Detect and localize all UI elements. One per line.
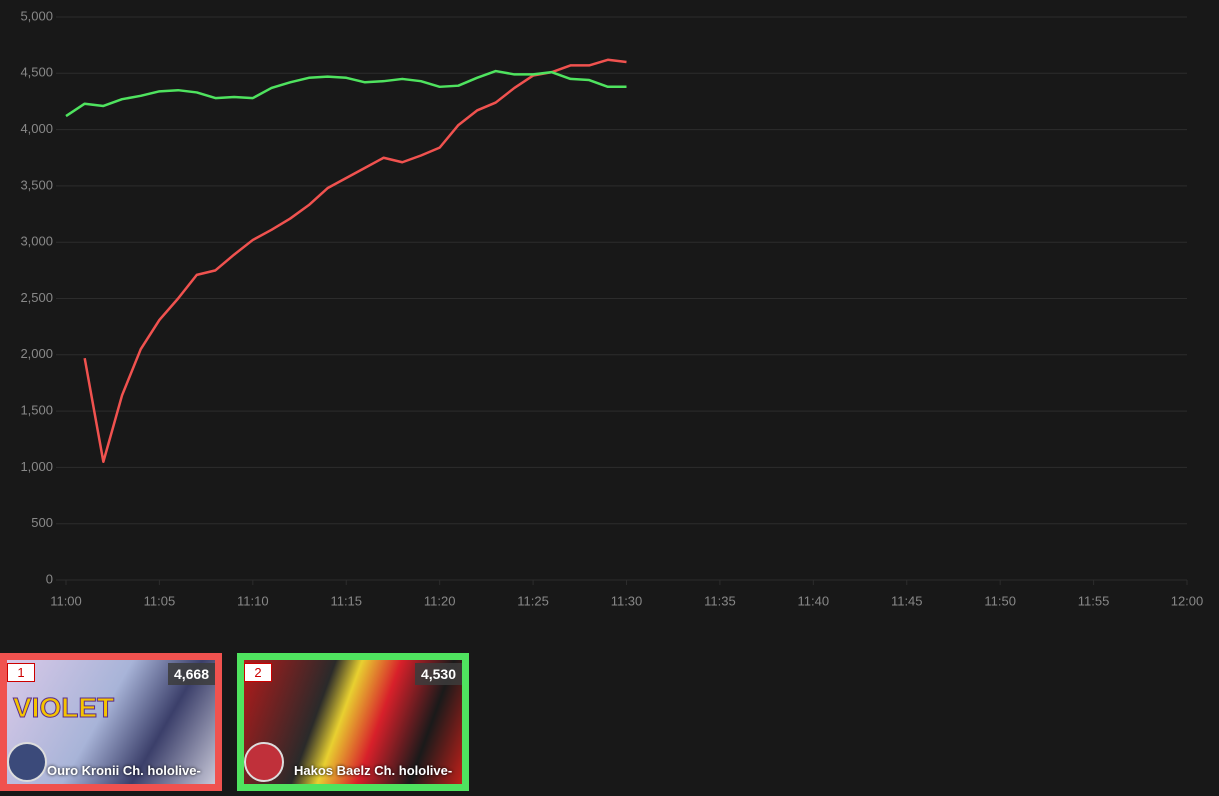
chart: 0 500 1,000 1,500 2,000 2,500 3,000 3,500 4,000 4… — [20, 8, 1204, 608]
x-tick-label: 11:50 — [984, 593, 1016, 608]
y-tick-label: 5,000 — [20, 8, 53, 23]
x-tick-label: 11:45 — [891, 593, 923, 608]
y-tick-label: 500 — [31, 515, 53, 530]
x-tick-label: 11:55 — [1078, 593, 1110, 608]
y-tick-label: 4,500 — [20, 65, 53, 80]
y-tick-label: 2,500 — [20, 290, 53, 305]
rank: 2 — [244, 663, 272, 682]
series-line — [65, 69, 627, 118]
avatar — [7, 742, 47, 782]
x-tick-label: 11:40 — [798, 593, 830, 608]
y-tick-label: 0 — [46, 571, 53, 586]
viewer-count: 4,668 — [167, 663, 215, 685]
channel-name: Hakos Baelz Ch. hololive- — [294, 763, 453, 778]
x-tick-label: 11:05 — [144, 593, 176, 608]
rank: 1 — [7, 663, 35, 682]
y-tick-label: 1,500 — [20, 403, 53, 418]
x-tick-label: 12:00 — [1171, 593, 1204, 608]
y-tick-label: 4,000 — [20, 121, 53, 136]
series-line — [83, 58, 627, 464]
stream-card[interactable]: VIOLET 1 4,668 Ouro Kronii Ch. hololive- — [0, 653, 222, 791]
y-tick-label: 3,000 — [20, 234, 53, 249]
y-tick-label: 3,500 — [20, 177, 53, 192]
x-tick-label: 11:25 — [517, 593, 549, 608]
avatar — [244, 742, 284, 782]
thumbnail-text: VIOLET — [12, 692, 115, 724]
y-tick-label: 1,000 — [20, 459, 53, 474]
x-tick-label: 11:20 — [424, 593, 456, 608]
x-tick-label: 11:30 — [611, 593, 643, 608]
x-tick-label: 11:10 — [237, 593, 269, 608]
y-tick-label: 2,000 — [20, 346, 53, 361]
channel-name: Ouro Kronii Ch. hololive- — [47, 763, 201, 778]
x-tick-label: 11:35 — [704, 593, 736, 608]
stream-card[interactable]: 2 4,530 Hakos Baelz Ch. hololive- — [237, 653, 469, 791]
viewer-count: 4,530 — [414, 663, 462, 685]
x-tick-label: 11:00 — [50, 593, 82, 608]
x-tick-label: 11:15 — [330, 593, 362, 608]
